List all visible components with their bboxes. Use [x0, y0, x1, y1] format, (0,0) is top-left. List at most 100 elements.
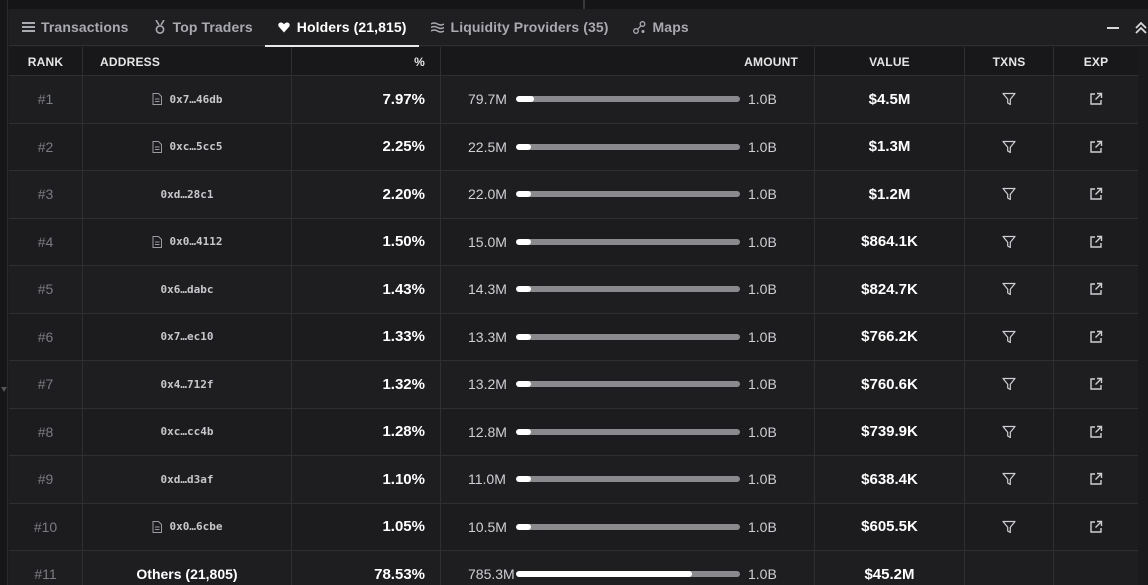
filter-icon[interactable]: [1001, 234, 1017, 250]
address-cell[interactable]: 0xd…28c1: [83, 171, 292, 218]
table-row[interactable]: #5 0x6…dabc 1.43% 14.3M 1.0B $824.7K: [9, 266, 1138, 314]
wallet-address[interactable]: 0xd…d3af: [160, 472, 214, 486]
external-link-icon[interactable]: [1088, 519, 1104, 535]
amount-cell: 785.3M 1.0B: [441, 551, 815, 585]
wallet-address[interactable]: 0x4…712f: [160, 377, 214, 391]
filter-icon[interactable]: [1001, 186, 1017, 202]
address-cell[interactable]: 0xc…5cc5: [83, 123, 292, 170]
holding-progress-bar: [516, 476, 740, 483]
address-cell[interactable]: 0xc…cc4b: [83, 408, 292, 455]
table-row[interactable]: #7 0x4…712f 1.32% 13.2M 1.0B $760.6K: [9, 361, 1138, 409]
tab-transactions[interactable]: Transactions: [9, 9, 141, 46]
wallet-address[interactable]: 0xd…28c1: [160, 187, 214, 201]
panel-tools: [1106, 9, 1148, 46]
table-body: #1 0x7…46db 7.97% 79.7M 1.0B $4.5M #2 0x…: [9, 76, 1138, 585]
amount-value: 22.5M: [468, 138, 507, 155]
amount-value: 10.5M: [468, 518, 507, 535]
holding-progress-fill: [516, 476, 531, 483]
external-link-icon[interactable]: [1088, 186, 1104, 202]
table-header: RANK ADDRESS % AMOUNT VALUE TXNS EXP: [9, 47, 1138, 76]
exp-cell: [1054, 504, 1138, 551]
contract-icon: [152, 140, 162, 153]
column-header-exp[interactable]: EXP: [1083, 54, 1109, 69]
address-cell[interactable]: 0x7…46db: [83, 76, 292, 123]
minimize-icon[interactable]: [1106, 21, 1120, 35]
table-row[interactable]: #11 Others (21,805) 78.53% 785.3M 1.0B $…: [9, 551, 1138, 585]
table-row[interactable]: #8 0xc…cc4b 1.28% 12.8M 1.0B $739.9K: [9, 408, 1138, 456]
external-link-icon[interactable]: [1088, 329, 1104, 345]
external-link-icon[interactable]: [1088, 471, 1104, 487]
txns-cell: [965, 76, 1054, 123]
percent-cell: 1.28%: [292, 408, 441, 455]
tab-bar: Transactions Top Traders Holders (21,815…: [9, 9, 1148, 47]
total-supply: 1.0B: [748, 281, 777, 298]
txns-cell: [965, 551, 1054, 585]
contract-icon: [152, 235, 162, 248]
wallet-address[interactable]: 0x7…46db: [169, 92, 223, 106]
address-cell[interactable]: 0xd…d3af: [83, 456, 292, 503]
wallet-address[interactable]: 0x7…ec10: [160, 330, 214, 344]
wallet-address[interactable]: 0xc…cc4b: [160, 425, 214, 439]
wallet-address[interactable]: 0x6…dabc: [160, 282, 214, 296]
tab-liquidity-providers[interactable]: Liquidity Providers (35): [419, 9, 621, 46]
collapse-arrow-icon[interactable]: [1, 387, 7, 392]
rank-cell: #8: [9, 408, 83, 455]
address-cell[interactable]: 0x0…4112: [83, 218, 292, 265]
filter-icon[interactable]: [1001, 376, 1017, 392]
rank-cell: #11: [9, 551, 83, 585]
address-cell[interactable]: 0x6…dabc: [83, 266, 292, 313]
table-row[interactable]: #10 0x0…6cbe 1.05% 10.5M 1.0B $605.5K: [9, 503, 1138, 551]
external-link-icon[interactable]: [1088, 376, 1104, 392]
table-row[interactable]: #1 0x7…46db 7.97% 79.7M 1.0B $4.5M: [9, 76, 1138, 124]
filter-icon[interactable]: [1001, 471, 1017, 487]
filter-icon[interactable]: [1001, 139, 1017, 155]
value-cell: $1.2M: [815, 171, 965, 218]
external-link-icon[interactable]: [1088, 139, 1104, 155]
filter-icon[interactable]: [1001, 424, 1017, 440]
tab-maps[interactable]: Maps: [621, 9, 701, 46]
column-header-amount[interactable]: AMOUNT: [441, 47, 815, 76]
table-row[interactable]: #4 0x0…4112 1.50% 15.0M 1.0B $864.1K: [9, 218, 1138, 266]
tab-holders[interactable]: Holders (21,815): [264, 9, 419, 47]
rank-cell: #6: [9, 313, 83, 360]
resize-handle[interactable]: [583, 0, 585, 9]
address-cell[interactable]: 0x7…ec10: [83, 313, 292, 360]
table-row[interactable]: #6 0x7…ec10 1.33% 13.3M 1.0B $766.2K: [9, 313, 1138, 361]
table-row[interactable]: #2 0xc…5cc5 2.25% 22.5M 1.0B $1.3M: [9, 123, 1138, 171]
percent-cell: 1.10%: [292, 456, 441, 503]
amount-cell: 10.5M 1.0B: [441, 503, 815, 550]
filter-icon[interactable]: [1001, 281, 1017, 297]
external-link-icon[interactable]: [1088, 424, 1104, 440]
address-cell[interactable]: 0x0…6cbe: [83, 503, 292, 550]
amount-cell: 22.5M 1.0B: [441, 123, 815, 170]
rank-cell: #5: [9, 266, 83, 313]
holding-progress-bar: [516, 96, 740, 103]
total-supply: 1.0B: [748, 91, 777, 108]
amount-cell: 13.2M 1.0B: [441, 361, 815, 408]
table-row[interactable]: #3 0xd…28c1 2.20% 22.0M 1.0B $1.2M: [9, 171, 1138, 219]
tab-top-traders[interactable]: Top Traders: [141, 9, 265, 46]
filter-icon[interactable]: [1001, 329, 1017, 345]
wallet-address[interactable]: 0x0…4112: [169, 235, 223, 249]
scrollbar-track[interactable]: [1138, 47, 1148, 585]
collapse-up-icon[interactable]: [1134, 21, 1148, 35]
txns-cell: [965, 313, 1054, 360]
external-link-icon[interactable]: [1088, 234, 1104, 250]
wallet-address[interactable]: 0xc…5cc5: [169, 140, 223, 154]
filter-icon[interactable]: [1001, 519, 1017, 535]
filter-icon[interactable]: [1001, 91, 1017, 107]
column-header-value[interactable]: VALUE: [815, 47, 965, 76]
heart-icon: [277, 20, 291, 34]
holding-progress-bar: [516, 143, 740, 150]
wallet-address[interactable]: 0x0…6cbe: [169, 520, 223, 534]
external-link-icon[interactable]: [1088, 91, 1104, 107]
holding-progress-bar: [516, 238, 740, 245]
address-cell[interactable]: 0x4…712f: [83, 361, 292, 408]
percent-cell: 2.25%: [292, 123, 441, 170]
table-row[interactable]: #9 0xd…d3af 1.10% 11.0M 1.0B $638.4K: [9, 456, 1138, 504]
column-header-rank[interactable]: RANK: [9, 47, 83, 76]
column-header-txns[interactable]: TXNS: [965, 47, 1054, 76]
column-header-address[interactable]: ADDRESS: [83, 47, 292, 76]
external-link-icon[interactable]: [1088, 281, 1104, 297]
column-header-percent[interactable]: %: [292, 47, 441, 76]
